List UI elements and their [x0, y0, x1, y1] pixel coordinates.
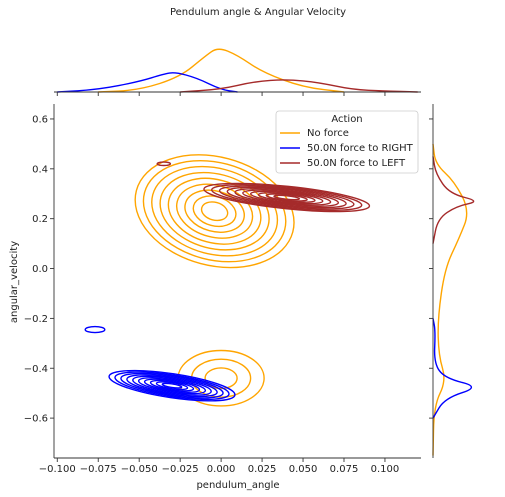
kde-contour-s2-c0-l9	[273, 194, 301, 201]
top-marginal-curve-2	[180, 79, 418, 93]
kde-contour-s1-c0-l9	[161, 382, 183, 389]
top-marginal-curve-0	[98, 48, 345, 93]
legend-title: Action	[331, 114, 362, 125]
legend-entry-2: 50.0N force to LEFT	[307, 158, 406, 169]
axes: −0.100 −0.075 −0.050 −0.025 0.000 0.025 0.050 0…	[24, 104, 421, 475]
top-marginal-plot	[54, 48, 421, 96]
legend-box	[275, 110, 419, 174]
kde-contour-s1-c0-l3	[126, 374, 218, 398]
kde-contour-s0-c0-l0	[134, 154, 295, 269]
kde-contour-s1-c0-l8	[155, 381, 189, 391]
kde-contour-s0-c0-l6	[184, 189, 245, 233]
x-tick-label-3: −0.025	[162, 464, 199, 475]
y-tick-label-6: 0.6	[32, 114, 48, 125]
kde-contour-s2-c0-l5	[242, 189, 332, 206]
y-tick-label-2: −0.2	[24, 314, 48, 325]
kde-contour-s0-c0-l8	[200, 201, 229, 222]
y-tick-label-0: −0.6	[24, 414, 48, 425]
kde-contour-s0-c0-l1	[142, 159, 287, 263]
kde-contour-s1-c0-l2	[120, 372, 224, 399]
kde-contour-s1-c0-l1	[114, 371, 230, 401]
kde-contour-s0-c1-l1	[190, 358, 252, 398]
x-tick-label-4: 0.000	[207, 464, 236, 475]
kde-contour-s2-c0-l8	[265, 193, 308, 202]
right-marginal-plot	[429, 104, 475, 458]
kde-contour-s2-c0-l7	[257, 192, 316, 203]
x-axis-label: pendulum_angle	[196, 480, 279, 491]
kde-contour-s0-c0-l3	[159, 171, 270, 251]
x-tick-label-0: −0.100	[39, 464, 76, 475]
kde-contour-s1-c0-l6	[143, 378, 201, 393]
x-tick-label-1: −0.075	[80, 464, 117, 475]
right-marginal-curve-2	[432, 156, 475, 244]
right-marginal-curve-1	[432, 318, 473, 419]
y-axis-label: angular_velocity	[9, 241, 20, 323]
kde-contour-s2-c0-l4	[234, 188, 340, 207]
kde-contour-s1-c0-l7	[149, 379, 195, 392]
x-tick-label-2: −0.050	[121, 464, 158, 475]
x-tick-label-7: 0.075	[330, 464, 359, 475]
legend-entry-1: 50.0N force to RIGHT	[307, 143, 414, 154]
x-tick-label-6: 0.050	[289, 464, 318, 475]
kde-contour-s1-c0-l0	[108, 369, 236, 402]
kde-contour-s0-c1-l2	[204, 367, 238, 390]
kde-contour-s2-c0-l2	[218, 185, 355, 210]
y-tick-label-1: −0.4	[24, 364, 48, 375]
legend-entry-0: No force	[307, 128, 349, 139]
kde-contour-s2-c0-l6	[249, 190, 324, 205]
legend: Action No force 50.0N force to RIGHT 50.0N …	[275, 110, 419, 174]
kde-contour-s0-c0-l2	[151, 165, 279, 257]
kde-contour-s1-c0-l4	[132, 375, 212, 396]
kde-contour-s2-c0-l1	[210, 184, 363, 211]
top-marginal-curve-1	[57, 72, 238, 93]
y-tick-label-4: 0.2	[32, 214, 48, 225]
x-tick-label-5: 0.025	[248, 464, 277, 475]
y-tick-label-3: 0.0	[32, 264, 48, 275]
kde-contour-s2-c0-l3	[226, 186, 347, 209]
y-tick-label-5: 0.4	[32, 164, 48, 175]
kde-contour-s0-c0-l4	[167, 177, 262, 245]
x-tick-label-8: 0.100	[371, 464, 400, 475]
kde-contour-s2-c1-l0	[156, 161, 172, 167]
kde-contour-s2-c0-l0	[203, 182, 371, 213]
kde-contour-s1-c0-l5	[137, 377, 207, 395]
main-kde-plot	[84, 154, 371, 407]
right-marginal-curve-0	[432, 143, 468, 456]
kde-contour-s1-c1-l0	[84, 325, 106, 334]
chart-title: Pendulum angle & Angular Velocity	[170, 7, 346, 18]
